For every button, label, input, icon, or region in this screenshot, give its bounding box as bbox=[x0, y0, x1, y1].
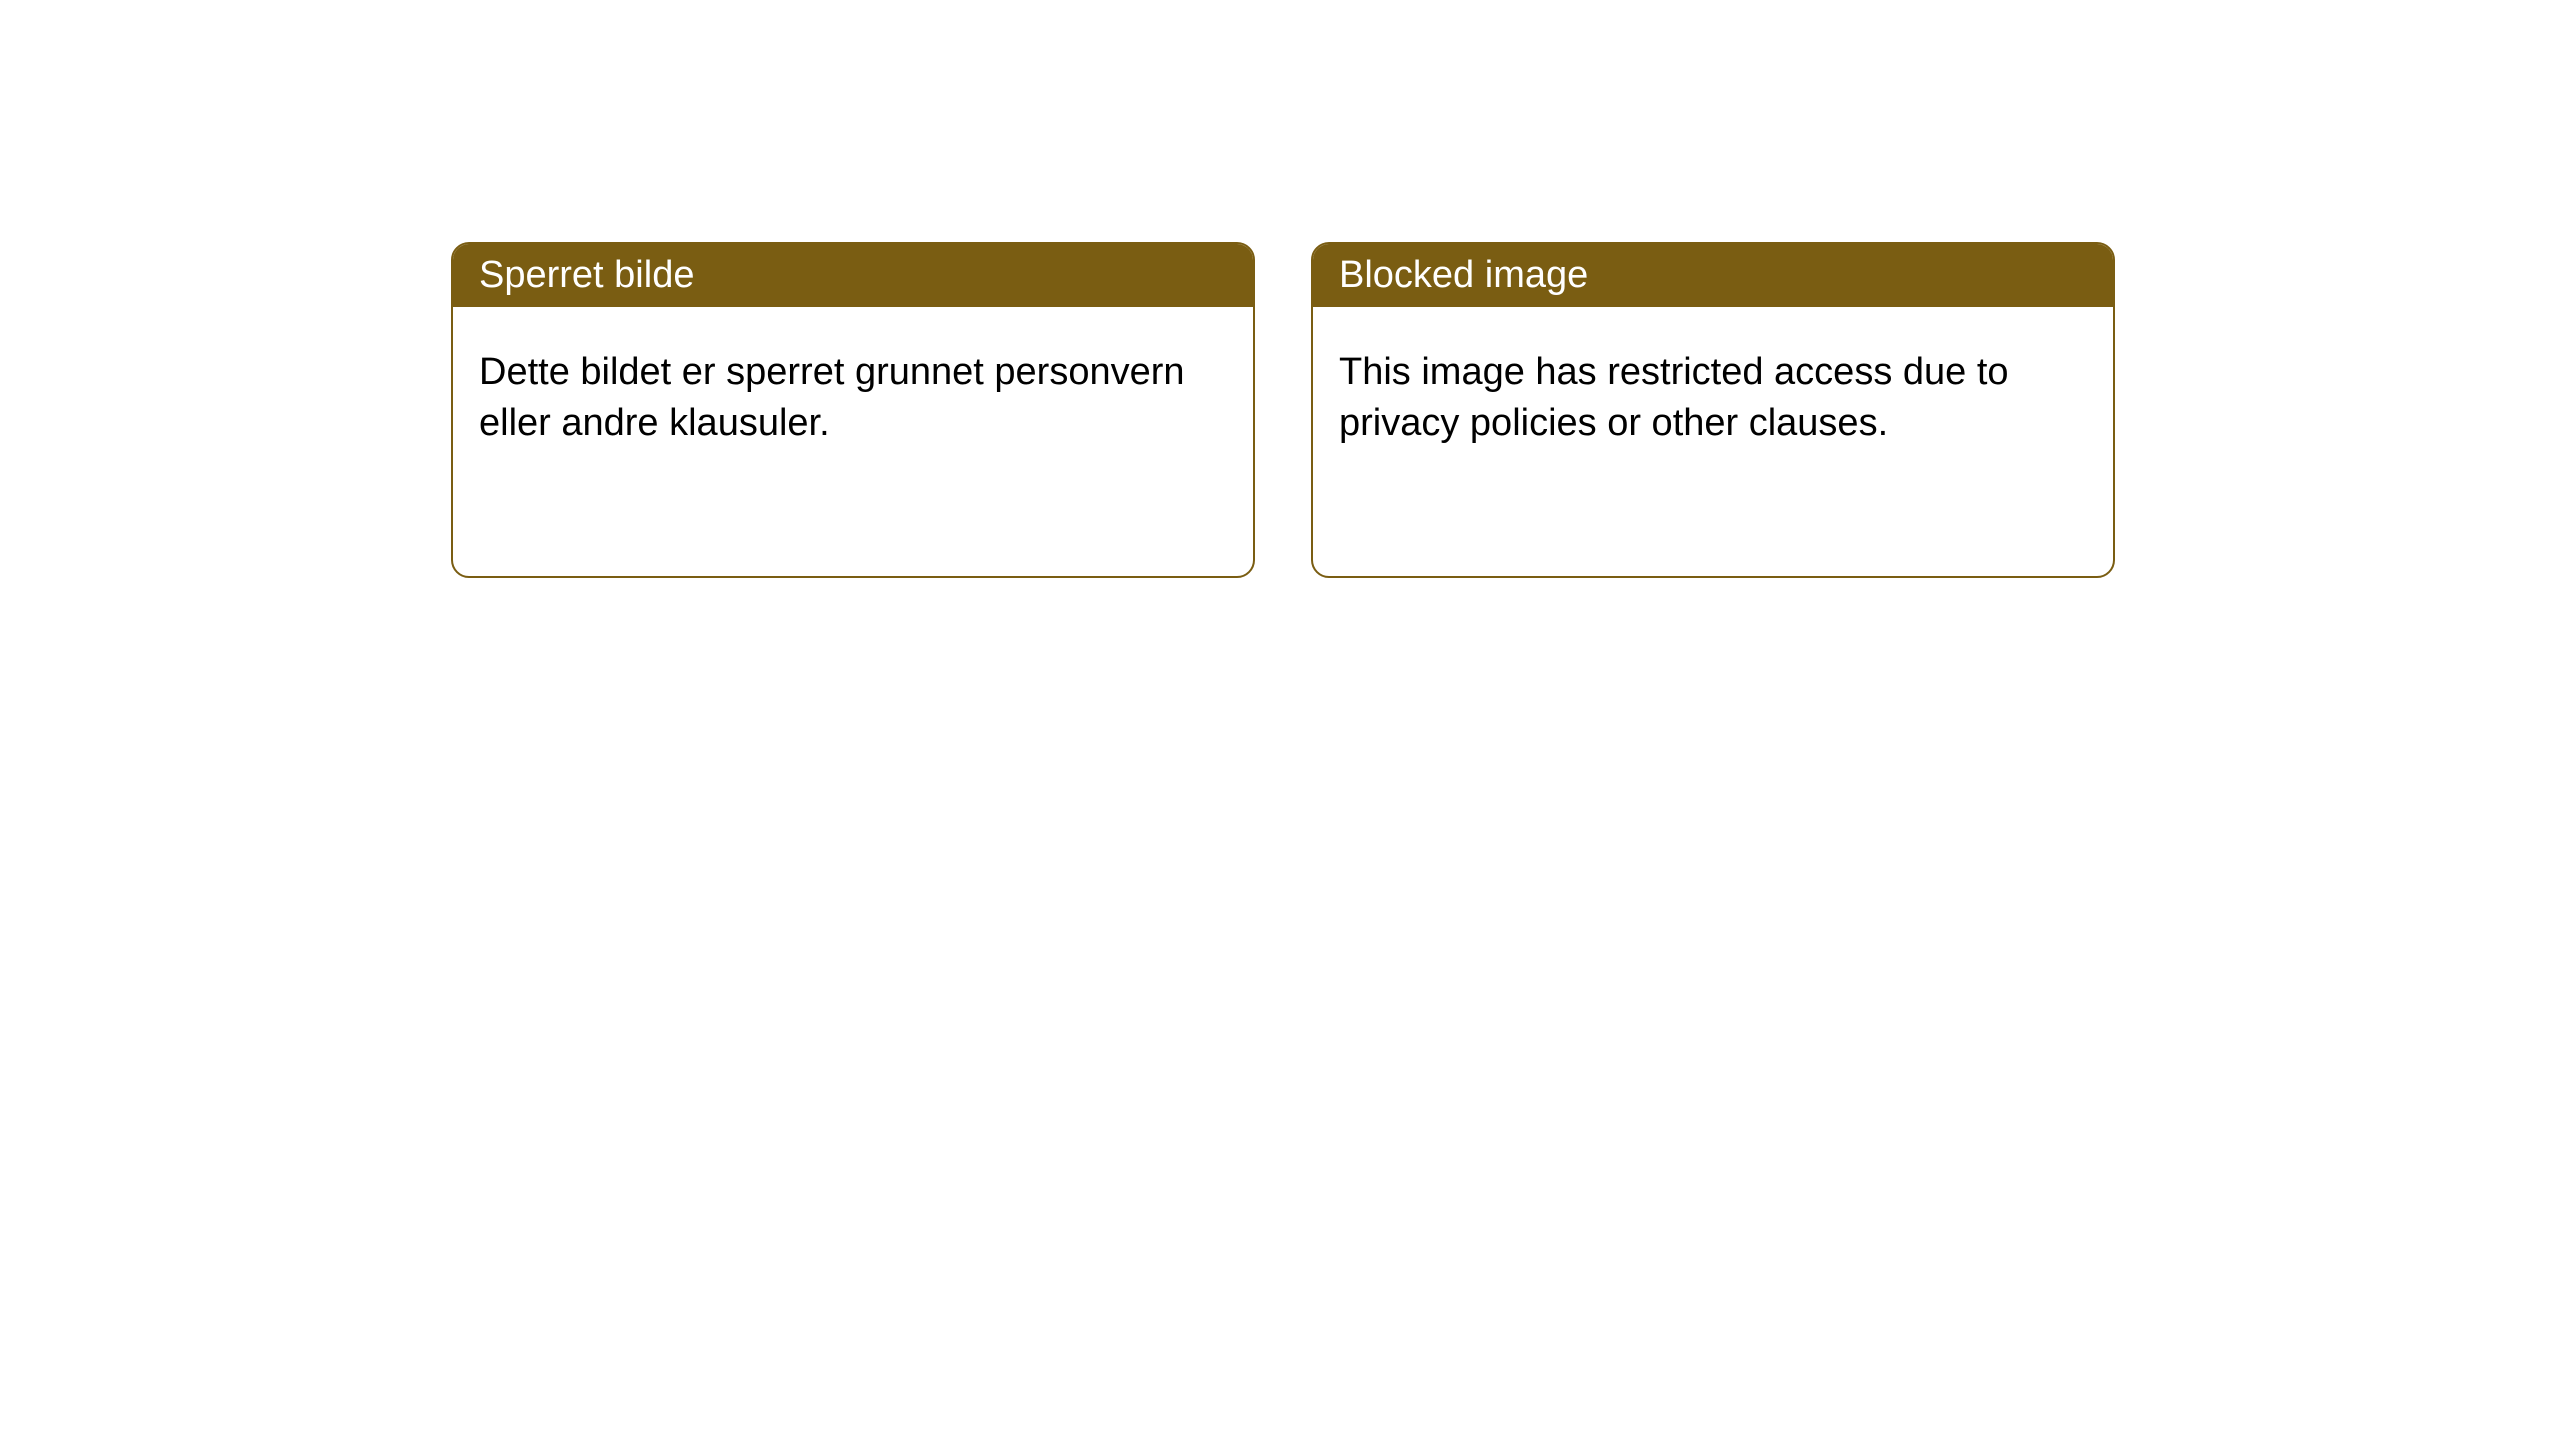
notice-container: Sperret bilde Dette bildet er sperret gr… bbox=[0, 0, 2560, 578]
notice-card-norwegian: Sperret bilde Dette bildet er sperret gr… bbox=[451, 242, 1255, 578]
card-title-english: Blocked image bbox=[1339, 254, 1588, 296]
notice-card-english: Blocked image This image has restricted … bbox=[1311, 242, 2115, 578]
card-text-norwegian: Dette bildet er sperret grunnet personve… bbox=[479, 351, 1185, 444]
card-header-norwegian: Sperret bilde bbox=[453, 244, 1253, 307]
card-body-english: This image has restricted access due to … bbox=[1313, 307, 2113, 490]
card-text-english: This image has restricted access due to … bbox=[1339, 351, 2009, 444]
card-title-norwegian: Sperret bilde bbox=[479, 254, 694, 296]
card-body-norwegian: Dette bildet er sperret grunnet personve… bbox=[453, 307, 1253, 490]
card-header-english: Blocked image bbox=[1313, 244, 2113, 307]
